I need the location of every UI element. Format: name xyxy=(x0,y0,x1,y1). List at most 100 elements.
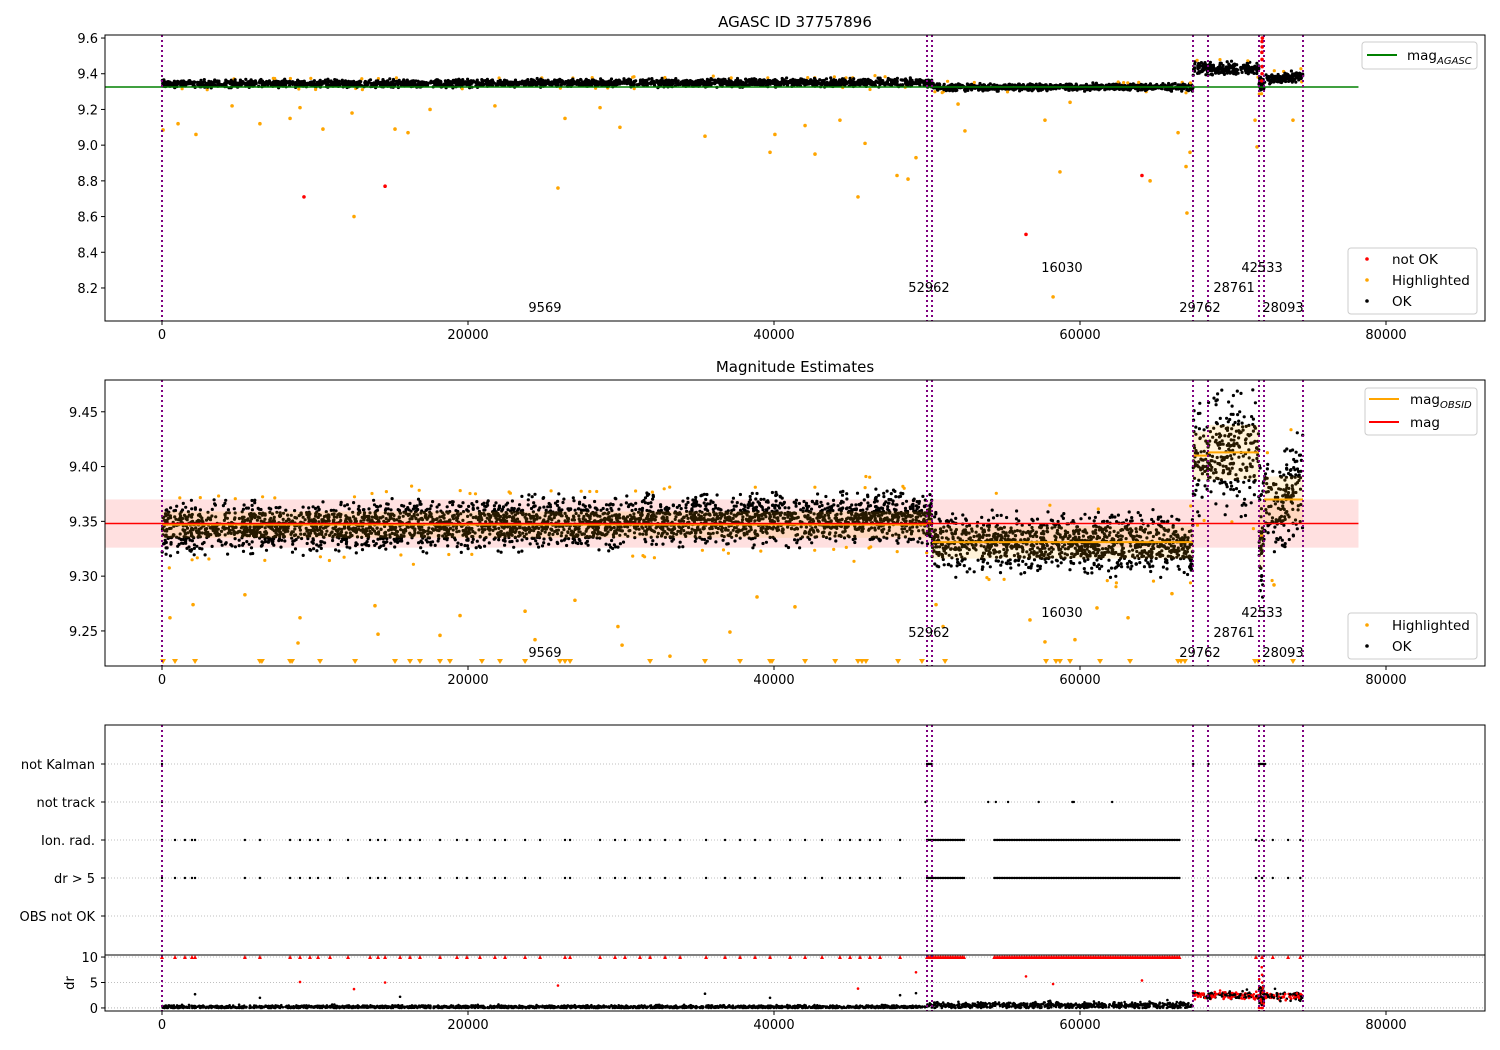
highlighted-point xyxy=(813,548,817,552)
ok-point xyxy=(1249,68,1253,72)
ok-point xyxy=(647,77,651,81)
ok-point xyxy=(258,79,262,83)
ok-point xyxy=(556,83,560,87)
highlighted-point xyxy=(1184,91,1188,95)
ok-point xyxy=(1271,77,1275,81)
ok-point xyxy=(558,77,562,81)
ok-point xyxy=(328,83,332,87)
highlighted-point xyxy=(352,214,356,219)
ok-point xyxy=(461,510,466,514)
ok-point xyxy=(261,541,265,545)
ok-point xyxy=(995,83,999,87)
highlighted-point xyxy=(460,87,464,91)
ok-point xyxy=(1116,83,1120,87)
ok-point xyxy=(715,531,719,535)
ok-point xyxy=(388,82,392,86)
ok-point xyxy=(528,83,532,87)
ok-point xyxy=(291,542,295,546)
ok-point xyxy=(600,80,604,84)
ok-point xyxy=(1064,87,1068,91)
ok-point xyxy=(268,510,272,514)
ok-point xyxy=(544,511,548,515)
ok-point xyxy=(524,80,528,84)
ok-point xyxy=(911,518,915,522)
ok-point xyxy=(796,538,800,542)
ok-point xyxy=(526,78,530,82)
ok-point xyxy=(1209,63,1213,67)
ok-point xyxy=(161,82,165,86)
ok-point xyxy=(467,504,471,508)
ok-point xyxy=(513,80,517,84)
ok-point xyxy=(608,82,612,87)
highlighted-point xyxy=(883,75,887,79)
ok-point xyxy=(229,78,233,82)
ok-point xyxy=(798,546,802,550)
ok-point xyxy=(535,542,539,546)
ok-point xyxy=(466,77,470,81)
highlighted-point xyxy=(895,550,899,554)
highlighted-point xyxy=(428,107,432,112)
points-group xyxy=(160,36,1305,299)
ok-point xyxy=(411,82,415,86)
ok-point xyxy=(206,516,210,520)
highlighted-point xyxy=(773,132,777,137)
ok-point xyxy=(241,81,245,85)
highlighted-point xyxy=(180,87,184,91)
highlighted-point xyxy=(298,105,302,110)
ok-point xyxy=(634,79,638,83)
highlighted-point xyxy=(806,76,810,80)
ok-point xyxy=(714,81,718,85)
highlighted-point xyxy=(813,152,817,156)
highlighted-point xyxy=(956,102,960,106)
ok-point xyxy=(339,503,343,507)
ok-point xyxy=(437,503,441,507)
ok-point xyxy=(840,493,845,497)
highlighted-point xyxy=(588,489,592,494)
ok-point xyxy=(425,81,429,85)
ok-point xyxy=(561,525,565,529)
highlighted-point xyxy=(766,76,770,80)
ok-point xyxy=(303,82,307,86)
highlighted-point xyxy=(946,79,950,83)
ok-point xyxy=(503,539,507,543)
ok-point xyxy=(1246,72,1250,76)
highlighted-point xyxy=(768,150,772,155)
ok-point xyxy=(1283,71,1287,75)
ok-point xyxy=(184,82,189,86)
ok-point xyxy=(405,79,410,84)
highlighted-point xyxy=(207,557,211,561)
ok-point xyxy=(202,80,207,84)
ok-point xyxy=(325,80,329,84)
ok-point xyxy=(1197,66,1201,70)
ok-point xyxy=(474,546,478,550)
ok-point xyxy=(715,493,719,497)
ok-point xyxy=(1266,75,1270,79)
ok-point xyxy=(579,541,584,546)
ok-point xyxy=(664,82,669,86)
highlighted-point xyxy=(1218,58,1222,62)
ok-point xyxy=(1197,63,1202,67)
ok-point xyxy=(812,76,817,80)
highlighted-point xyxy=(863,141,867,146)
ok-point xyxy=(443,82,447,86)
ok-point xyxy=(992,83,996,87)
ok-point xyxy=(527,493,531,497)
ok-point xyxy=(880,81,885,86)
highlighted-point xyxy=(832,75,837,79)
ok-point xyxy=(1213,69,1218,73)
ok-point xyxy=(754,497,758,501)
ok-point xyxy=(1246,65,1250,69)
ok-point xyxy=(886,82,890,86)
ok-point xyxy=(874,535,879,539)
ok-point xyxy=(843,83,847,87)
ok-point xyxy=(1287,74,1291,78)
ok-point xyxy=(451,503,455,507)
ok-point xyxy=(508,540,512,544)
highlighted-point xyxy=(631,75,635,79)
highlighted-point xyxy=(1051,295,1055,299)
ok-point xyxy=(228,81,232,85)
highlighted-point xyxy=(195,556,199,560)
ok-point xyxy=(893,489,897,493)
highlighted-point xyxy=(1137,80,1141,84)
ok-point xyxy=(1078,87,1082,91)
